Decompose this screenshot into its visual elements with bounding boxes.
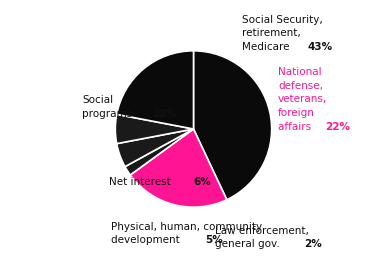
Text: affairs: affairs	[278, 122, 314, 132]
Text: 22%: 22%	[325, 122, 350, 132]
Text: 2%: 2%	[304, 239, 322, 249]
Text: Net interest: Net interest	[109, 177, 174, 187]
Text: Law enforcement,: Law enforcement,	[216, 226, 309, 236]
Text: Medicare: Medicare	[242, 42, 293, 52]
Text: Social: Social	[82, 95, 114, 105]
Text: National: National	[278, 67, 322, 77]
Text: foreign: foreign	[278, 108, 315, 118]
Wedge shape	[125, 129, 194, 175]
Text: development: development	[111, 235, 183, 245]
Text: 5%: 5%	[205, 235, 223, 245]
Text: veterans,: veterans,	[278, 94, 327, 104]
Wedge shape	[194, 51, 272, 200]
Wedge shape	[115, 114, 194, 144]
Wedge shape	[117, 129, 194, 167]
Text: Physical, human, community: Physical, human, community	[111, 222, 262, 232]
Wedge shape	[117, 51, 194, 129]
Text: general gov.: general gov.	[216, 239, 283, 249]
Text: Social Security,: Social Security,	[242, 14, 323, 25]
Text: 22%: 22%	[152, 109, 177, 119]
Wedge shape	[130, 129, 227, 207]
Text: programs: programs	[82, 109, 136, 119]
Text: 43%: 43%	[308, 42, 333, 52]
Text: retirement,: retirement,	[242, 28, 301, 38]
Text: 6%: 6%	[194, 177, 211, 187]
Text: defense,: defense,	[278, 80, 323, 91]
